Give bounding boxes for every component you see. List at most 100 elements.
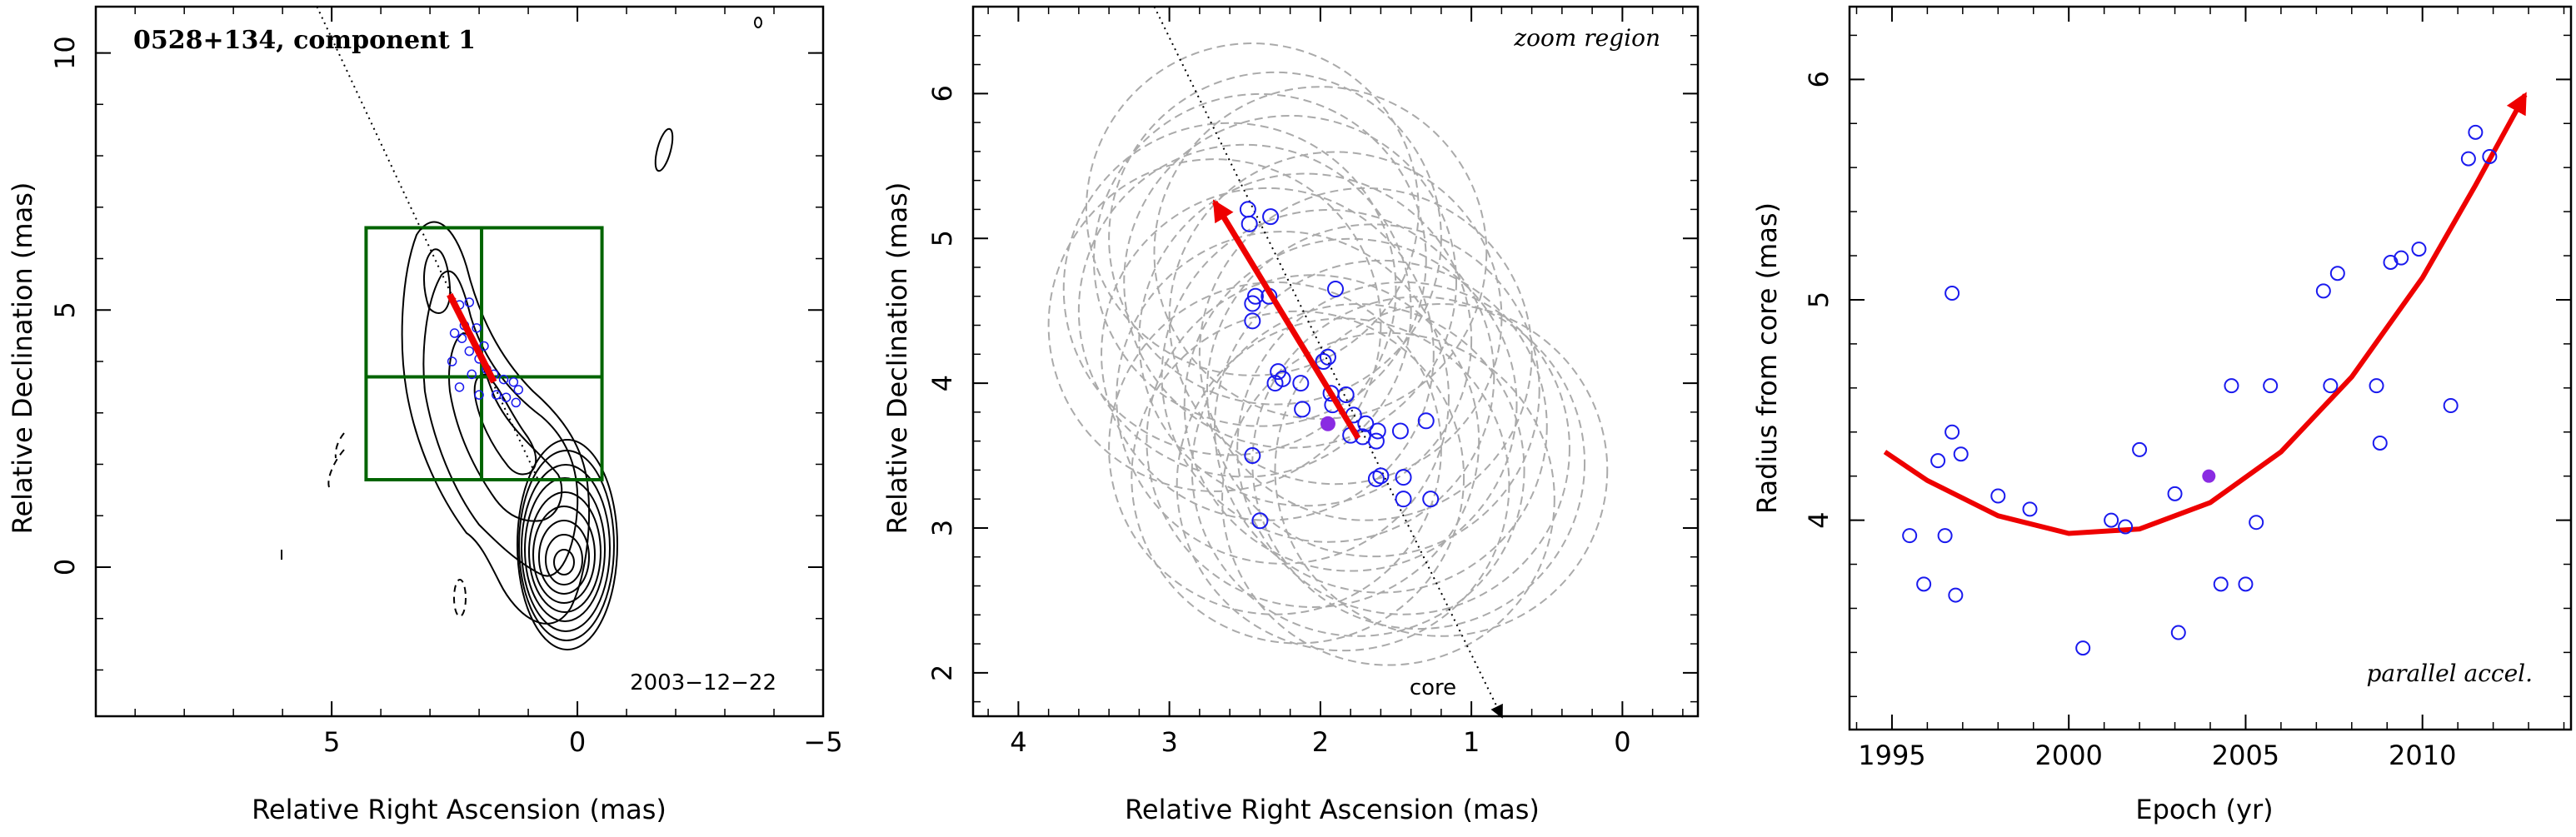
- data-point: [2329, 266, 2345, 281]
- y-tick-label: 3: [926, 520, 958, 536]
- data-point: [454, 382, 465, 392]
- y-tick-label: 10: [49, 36, 81, 70]
- data-point: [467, 369, 477, 380]
- mean-point: [2202, 469, 2216, 483]
- data-point: [2460, 151, 2476, 167]
- size-ellipse: [1206, 223, 1540, 558]
- data-point: [2104, 512, 2119, 528]
- x-tick-label: 3: [1161, 726, 1177, 758]
- axis-ticks: 4 3 2 1 0 2 3 4 5 6: [926, 6, 1698, 758]
- size-ellipse: [1077, 143, 1412, 478]
- data-point: [2118, 519, 2134, 535]
- x-tick-label: 1: [1463, 726, 1480, 758]
- x-tick-label: 1995: [1858, 740, 1925, 771]
- size-ellipse: [1085, 42, 1420, 376]
- data-point: [1937, 528, 1953, 544]
- x-axis-label: Relative Right Ascension (mas): [252, 794, 666, 825]
- data-point: [1246, 287, 1264, 305]
- contour-map: [281, 17, 762, 650]
- size-ellipse: [1161, 209, 1495, 543]
- size-ellipse: [1153, 86, 1488, 420]
- size-ellipse: [1198, 187, 1533, 521]
- data-point: [2323, 378, 2339, 394]
- axis-ticks: 1995 2000 2005 2010 4 5 6: [1803, 7, 2571, 771]
- size-ellipse: [1183, 237, 1518, 572]
- data-point: [1916, 576, 1932, 592]
- x-axis-label: Relative Right Ascension (mas): [1125, 794, 1540, 825]
- axis-ticks: 5 0 −5 0 5 10: [49, 7, 843, 758]
- data-point: [511, 397, 522, 408]
- data-point: [2394, 250, 2409, 266]
- data-point: [2263, 378, 2279, 394]
- data-point: [464, 346, 475, 356]
- data-point: [2224, 378, 2239, 394]
- data-point: [1315, 353, 1332, 370]
- data-point: [491, 390, 502, 400]
- data-point: [1422, 491, 1440, 508]
- zoom-region-box: [364, 226, 604, 481]
- size-ellipse: [1138, 172, 1473, 507]
- data-point: [1944, 424, 1960, 440]
- x-tick-label: 5: [323, 726, 340, 758]
- data-point: [449, 328, 460, 338]
- data-point: [1251, 512, 1269, 530]
- data-point: [2411, 242, 2427, 257]
- component-size-ellipses: [1047, 42, 1609, 666]
- data-point: [1367, 432, 1385, 450]
- data-point: [474, 390, 484, 400]
- data-point: [1395, 491, 1412, 508]
- fit-curve: [1883, 92, 2528, 536]
- size-ellipse: [1191, 303, 1525, 637]
- x-tick-label: −5: [803, 726, 842, 758]
- data-point: [1417, 412, 1435, 430]
- motion-arrow: [447, 292, 497, 384]
- size-ellipse: [1123, 114, 1457, 449]
- y-tick-label: 5: [926, 230, 958, 247]
- data-point: [508, 376, 519, 387]
- size-ellipse: [1047, 158, 1382, 492]
- x-axis-label: Epoch (yr): [2135, 794, 2273, 825]
- data-point: [472, 323, 482, 333]
- data-point: [1327, 281, 1344, 298]
- data-point: [1239, 201, 1256, 218]
- x-tick-label: 2000: [2034, 740, 2102, 771]
- data-point: [1902, 528, 1918, 544]
- mean-position-point: [1320, 416, 1335, 431]
- data-point: [1262, 208, 1280, 226]
- panel-1-component-map: 5 0 −5 0 5 10 0528+134, component 1 2003−12−2…: [7, 5, 843, 825]
- data-point: [1930, 453, 1946, 469]
- data-point: [2443, 397, 2459, 413]
- x-tick-label: 0: [1614, 726, 1630, 758]
- data-point: [2372, 435, 2388, 451]
- core-label: core: [1410, 675, 1456, 700]
- size-ellipse: [1116, 231, 1450, 565]
- data-point: [1357, 415, 1375, 432]
- x-tick-label: 2: [1312, 726, 1329, 758]
- data-point: [2482, 148, 2498, 164]
- data-point: [498, 374, 509, 385]
- size-ellipse: [1274, 303, 1609, 637]
- y-tick-label: 4: [1803, 511, 1835, 528]
- plot-frame: [971, 5, 1700, 718]
- size-ellipse: [1108, 71, 1442, 406]
- data-point: [2369, 378, 2384, 394]
- chart-title: parallel accel.: [2366, 660, 2533, 687]
- data-point: [1241, 215, 1258, 232]
- x-tick-label: 0: [569, 726, 586, 758]
- epoch-annotation: 2003−12−22: [630, 670, 776, 695]
- y-axis-label: Relative Declination (mas): [7, 182, 38, 535]
- data-point: [1369, 422, 1386, 440]
- data-point: [464, 297, 475, 307]
- size-ellipse: [1062, 122, 1397, 456]
- size-ellipse: [1176, 317, 1510, 652]
- size-ellipse: [1108, 281, 1442, 615]
- data-point: [2167, 486, 2183, 501]
- data-point: [2213, 576, 2229, 592]
- y-tick-label: 2: [926, 665, 958, 681]
- x-tick-label: 4: [1010, 726, 1026, 758]
- data-point: [447, 356, 457, 366]
- y-tick-label: 5: [1803, 291, 1835, 308]
- y-tick-label: 5: [49, 301, 81, 318]
- size-ellipse: [1146, 274, 1480, 609]
- y-tick-label: 4: [926, 375, 958, 391]
